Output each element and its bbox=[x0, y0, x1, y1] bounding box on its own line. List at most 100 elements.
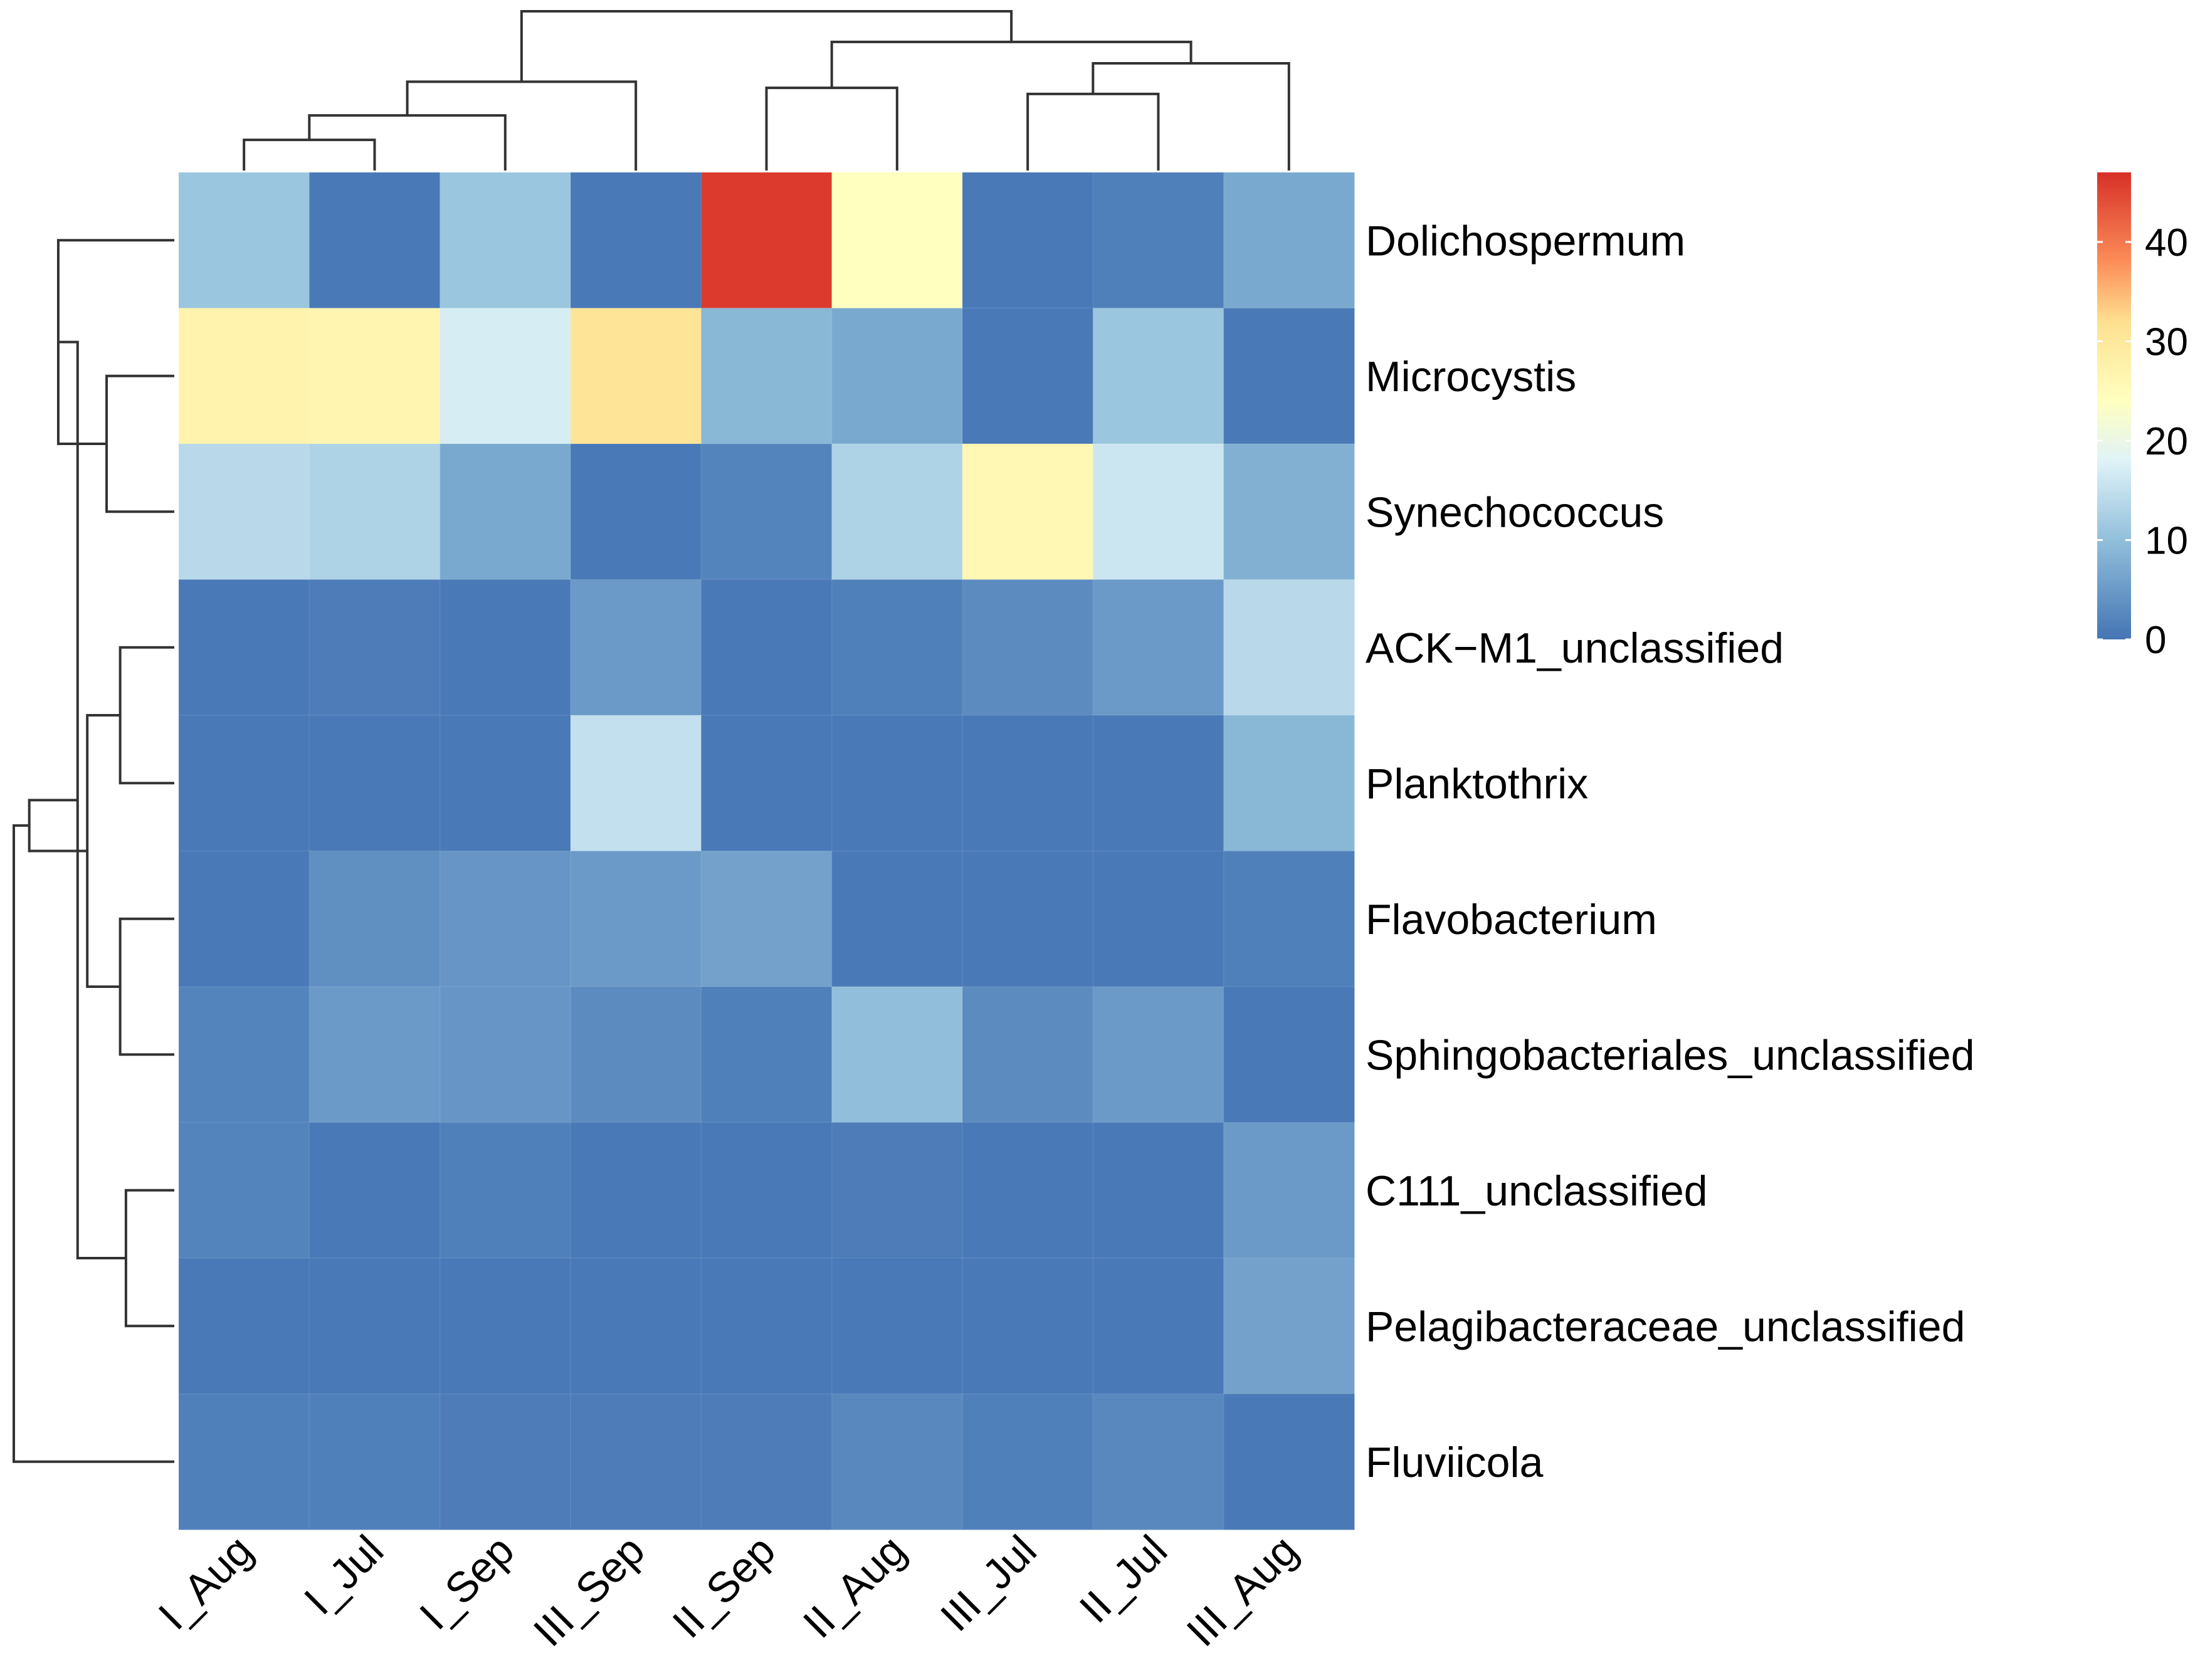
row-label: ACK−M1_unclassified bbox=[1366, 624, 1784, 672]
column-label: I_Jul bbox=[295, 1526, 392, 1624]
heatmap-cell bbox=[308, 443, 441, 580]
heatmap-cell bbox=[1092, 1121, 1225, 1259]
heatmap-cell bbox=[962, 307, 1094, 445]
heatmap-cell bbox=[439, 579, 572, 717]
heatmap-cell bbox=[831, 850, 964, 988]
heatmap-cell bbox=[831, 172, 964, 309]
heatmap-cell bbox=[570, 850, 702, 988]
heatmap-cell bbox=[700, 1257, 833, 1395]
heatmap-cell bbox=[1092, 850, 1225, 988]
heatmap-cell bbox=[700, 172, 833, 309]
heatmap-cell bbox=[178, 986, 310, 1123]
row-label: Pelagibacteraceae_unclassified bbox=[1366, 1303, 1965, 1350]
row-dendrogram-branch bbox=[86, 714, 120, 988]
row-label: C111_unclassified bbox=[1366, 1167, 1708, 1215]
column-dendrogram-branch bbox=[1092, 62, 1290, 171]
heatmap-cell bbox=[439, 850, 572, 988]
heatmap-cell bbox=[308, 1121, 441, 1259]
column-label: II_Sep bbox=[663, 1526, 784, 1647]
row-label: Fluviicola bbox=[1366, 1439, 1544, 1486]
heatmap-cell bbox=[700, 307, 833, 445]
heatmap-cell bbox=[962, 986, 1094, 1123]
heatmap-cell bbox=[178, 579, 310, 717]
heatmap-cell bbox=[178, 850, 310, 988]
column-label: I_Sep bbox=[411, 1526, 523, 1639]
row-label: Synechococcus bbox=[1366, 488, 1664, 536]
heatmap-cell bbox=[178, 1257, 310, 1395]
heatmap-cell bbox=[308, 850, 441, 988]
heatmap-cell bbox=[439, 986, 572, 1123]
column-label: II_Jul bbox=[1070, 1526, 1176, 1632]
column-dendrogram-branch bbox=[520, 10, 1013, 82]
heatmap-cell bbox=[439, 1257, 572, 1395]
column-dendrogram-branch bbox=[243, 139, 376, 171]
column-dendrogram-branch bbox=[1026, 92, 1160, 171]
heatmap-cell bbox=[700, 1393, 833, 1531]
heatmap-cell bbox=[1223, 715, 1355, 852]
row-label: Sphingobacteriales_unclassified bbox=[1366, 1031, 1975, 1079]
heatmap-cell bbox=[308, 1257, 441, 1395]
heatmap-cell bbox=[700, 443, 833, 580]
column-label: II_Aug bbox=[794, 1526, 915, 1647]
heatmap-cell bbox=[1223, 986, 1355, 1123]
color-legend-ticks: 0 10 20 30 40 bbox=[2097, 221, 2188, 662]
row-dendrogram-branch bbox=[13, 824, 174, 1463]
legend-tick-label: 0 bbox=[2145, 619, 2166, 662]
heatmap-cell bbox=[1223, 579, 1355, 717]
heatmap-cell bbox=[831, 1257, 964, 1395]
heatmap-cell bbox=[1223, 1121, 1355, 1259]
heatmap-cell bbox=[570, 986, 702, 1123]
heatmap-cell bbox=[308, 1393, 441, 1531]
column-label: I_Aug bbox=[149, 1526, 261, 1639]
heatmap-cell bbox=[700, 986, 833, 1123]
row-label: Flavobacterium bbox=[1366, 896, 1657, 943]
heatmap-cell bbox=[178, 307, 310, 445]
legend-tick-label: 20 bbox=[2145, 420, 2188, 463]
heatmap-cell bbox=[439, 172, 572, 309]
row-labels: Dolichospermum Microcystis Synechococcus AC… bbox=[1366, 217, 1975, 1486]
color-legend: 0 10 20 30 40 bbox=[2097, 172, 2188, 662]
legend-tick-label: 30 bbox=[2145, 320, 2188, 364]
heatmap-cell bbox=[308, 579, 441, 717]
heatmap-cell bbox=[1092, 172, 1225, 309]
heatmap-cell bbox=[1223, 1257, 1355, 1395]
column-label: III_Aug bbox=[1177, 1526, 1307, 1656]
heatmap-cell bbox=[962, 850, 1094, 988]
heatmap-cell bbox=[439, 715, 572, 852]
heatmap-cell bbox=[831, 307, 964, 445]
legend-tick-label: 40 bbox=[2145, 221, 2188, 265]
heatmap-cell bbox=[308, 986, 441, 1123]
heatmap-cell bbox=[831, 1393, 964, 1531]
heatmap-cell bbox=[308, 715, 441, 852]
column-dendrogram-branch bbox=[308, 114, 507, 171]
column-dendrogram-branch bbox=[406, 80, 638, 171]
heatmap-cell bbox=[962, 443, 1094, 580]
heatmap-cell bbox=[1223, 443, 1355, 580]
heatmap-cell bbox=[700, 850, 833, 988]
heatmap-cells bbox=[178, 172, 1355, 1531]
heatmap-cell bbox=[962, 579, 1094, 717]
heatmap-cell bbox=[178, 715, 310, 852]
heatmap-cell bbox=[1092, 1393, 1225, 1531]
heatmap-cell bbox=[962, 1393, 1094, 1531]
heatmap-cell bbox=[178, 1393, 310, 1531]
heatmap-cell bbox=[700, 1121, 833, 1259]
heatmap-cell bbox=[439, 1121, 572, 1259]
heatmap-cell bbox=[962, 715, 1094, 852]
heatmap-cell bbox=[831, 715, 964, 852]
column-dendrogram-branch bbox=[765, 87, 898, 171]
heatmap-cell bbox=[700, 579, 833, 717]
heatmap-cell bbox=[570, 307, 702, 445]
heatmap-cell bbox=[700, 715, 833, 852]
heatmap-cell bbox=[570, 1257, 702, 1395]
heatmap-cell bbox=[831, 443, 964, 580]
heatmap-cell bbox=[570, 172, 702, 309]
row-label: Microcystis bbox=[1366, 353, 1576, 401]
heatmap-cell bbox=[831, 986, 964, 1123]
row-dendrogram-branch bbox=[118, 917, 174, 1056]
heatmap-cell bbox=[962, 1121, 1094, 1259]
row-dendrogram-branch bbox=[28, 799, 88, 853]
heatmap-cell bbox=[1092, 715, 1225, 852]
row-label: Dolichospermum bbox=[1366, 217, 1685, 265]
